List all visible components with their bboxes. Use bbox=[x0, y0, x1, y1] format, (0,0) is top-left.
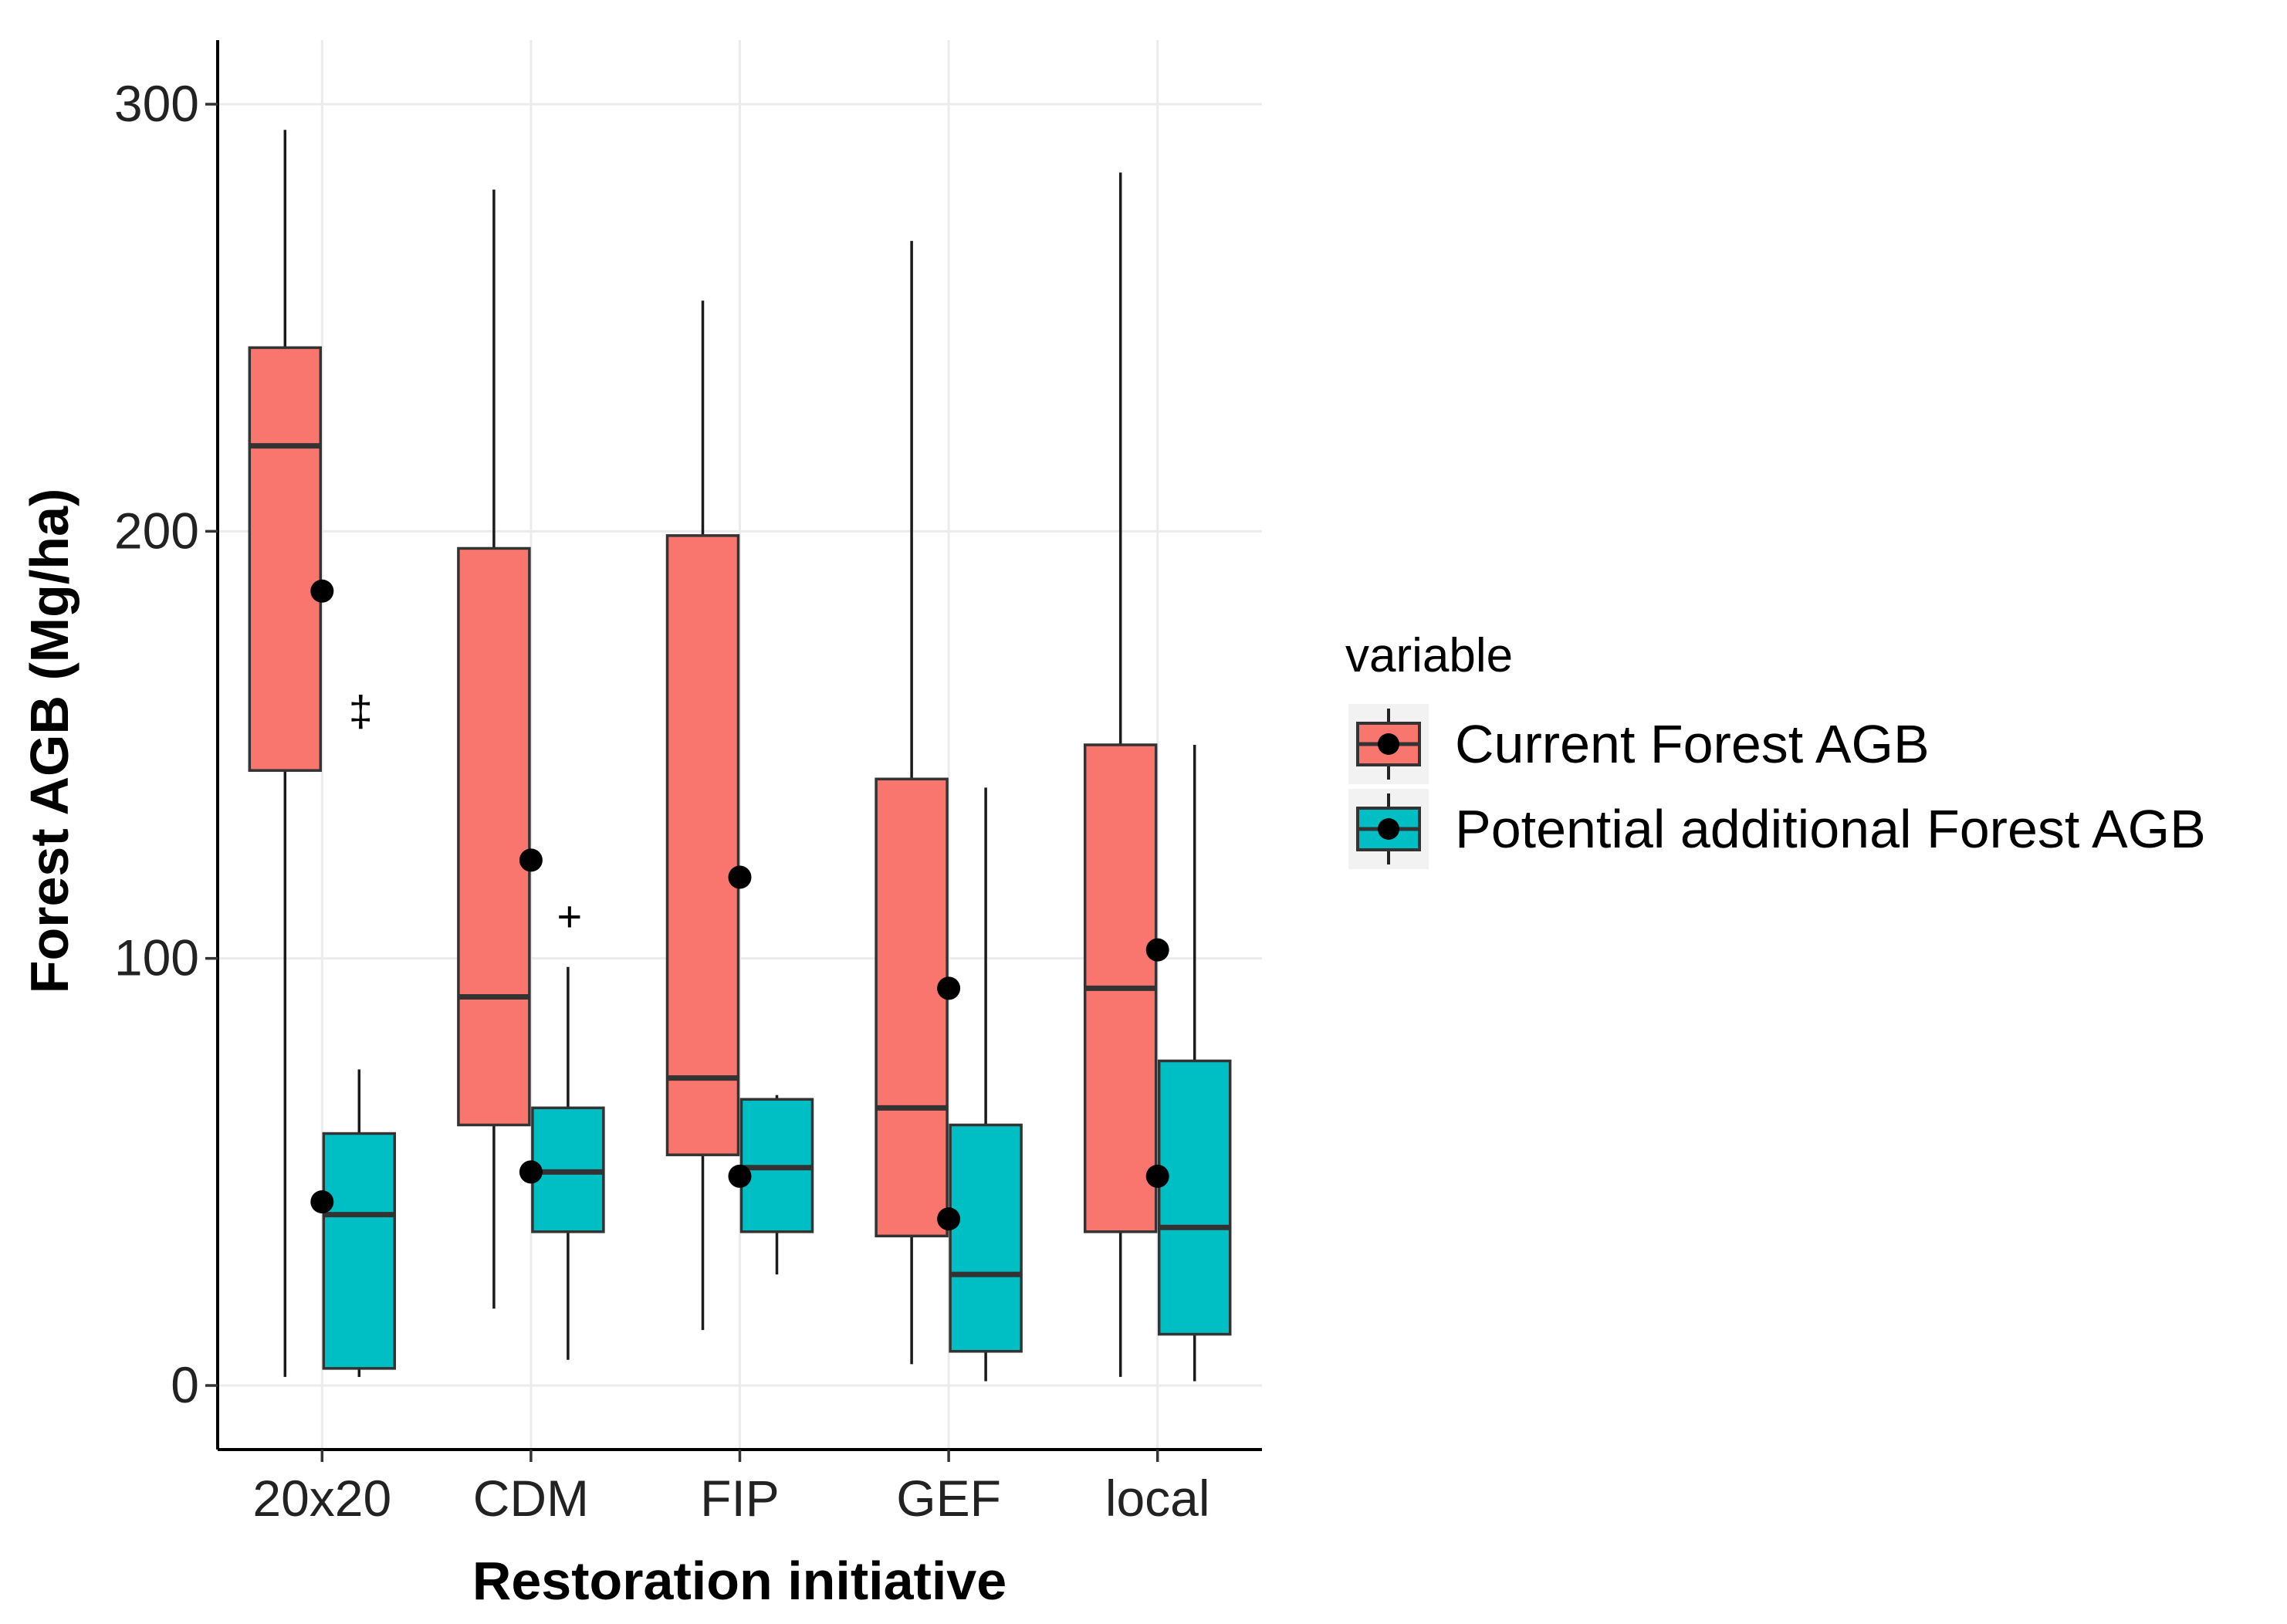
axis-layer: 0 100 200 300 20x20 CDM FIP GEF local bbox=[114, 40, 1262, 1527]
mean-point-series-1-cat-3 bbox=[937, 1207, 961, 1231]
annotation-layer: ‡+ bbox=[349, 687, 583, 941]
mean-point-series-0-cat-0 bbox=[310, 579, 334, 603]
legend-key-current-dot bbox=[1378, 733, 1399, 755]
x-axis-title: Restoration initiative bbox=[472, 1551, 1006, 1611]
box-series-0-cat-2 bbox=[665, 534, 740, 1156]
legend-item-current: Current Forest AGB bbox=[1348, 704, 1930, 784]
mean-point-series-1-cat-2 bbox=[728, 1164, 752, 1188]
mean-point-series-0-cat-1 bbox=[519, 848, 543, 872]
box-series-0-cat-3 bbox=[875, 777, 949, 1238]
box-series-1-cat-3 bbox=[949, 1123, 1023, 1353]
x-tick-label-0: 20x20 bbox=[252, 1470, 391, 1527]
annotation-0: ‡ bbox=[349, 687, 373, 736]
annotation-1: + bbox=[557, 892, 583, 940]
mean-point-series-1-cat-0 bbox=[310, 1190, 334, 1214]
mean-point-series-1-cat-1 bbox=[519, 1160, 543, 1184]
box-series-1-cat-0 bbox=[322, 1132, 397, 1370]
y-tick-label-3: 300 bbox=[114, 75, 199, 132]
box-series-1-cat-4 bbox=[1157, 1059, 1232, 1336]
box-series-0-cat-1 bbox=[457, 546, 531, 1127]
legend: variable Current Forest AGB Potential ad… bbox=[1345, 629, 2206, 869]
box-series-0-cat-0 bbox=[248, 346, 323, 772]
x-tick-label-4: local bbox=[1105, 1470, 1210, 1527]
mean-point-series-0-cat-2 bbox=[728, 865, 752, 889]
x-tick-label-2: FIP bbox=[700, 1470, 780, 1527]
mean-point-series-0-cat-4 bbox=[1145, 938, 1169, 962]
grid-layer bbox=[218, 40, 1262, 1450]
x-tick-label-1: CDM bbox=[473, 1470, 589, 1527]
y-tick-label-1: 100 bbox=[114, 929, 199, 986]
legend-label-current: Current Forest AGB bbox=[1455, 714, 1930, 774]
x-tick-label-3: GEF bbox=[896, 1470, 1001, 1527]
legend-label-potential: Potential additional Forest AGB bbox=[1455, 799, 2206, 859]
legend-item-potential: Potential additional Forest AGB bbox=[1348, 789, 2206, 869]
y-axis-title: Forest AGB (Mg/ha) bbox=[19, 489, 80, 994]
mean-point-series-1-cat-4 bbox=[1145, 1164, 1169, 1188]
y-tick-label-2: 200 bbox=[114, 502, 199, 559]
legend-key-potential-dot bbox=[1378, 818, 1399, 840]
y-tick-label-0: 0 bbox=[171, 1356, 199, 1413]
mean-point-series-0-cat-3 bbox=[937, 976, 961, 1000]
legend-title: variable bbox=[1345, 629, 1513, 682]
box-layer bbox=[248, 130, 1232, 1382]
